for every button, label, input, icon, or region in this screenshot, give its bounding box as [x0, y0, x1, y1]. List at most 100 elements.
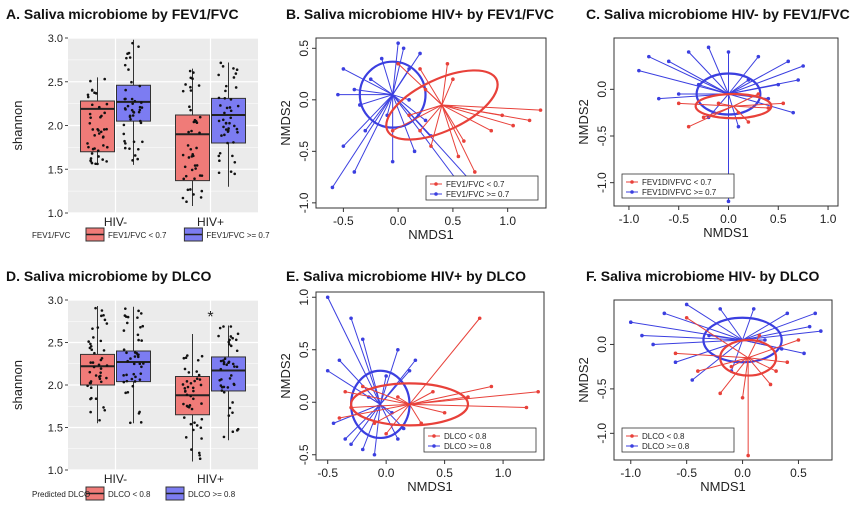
- data-point: [90, 396, 93, 400]
- data-point: [89, 79, 92, 83]
- data-point: [224, 128, 228, 131]
- data-point: [746, 453, 750, 458]
- data-point: [349, 316, 353, 321]
- x-tick-label: 1.0: [820, 212, 837, 226]
- spider-line: [708, 47, 729, 95]
- spider-line: [368, 396, 381, 405]
- y-tick-label: 0.5: [297, 341, 311, 358]
- x-axis-label: NMDS1: [407, 479, 453, 494]
- data-point: [217, 154, 221, 158]
- spider-line: [408, 104, 443, 116]
- data-point: [140, 365, 143, 369]
- data-point: [189, 422, 193, 426]
- data-point: [123, 97, 127, 101]
- y-tick-label: -0.5: [595, 125, 609, 146]
- data-point: [105, 376, 108, 380]
- data-point: [193, 118, 197, 122]
- data-point: [236, 104, 240, 108]
- data-point: [130, 80, 133, 84]
- data-point: [99, 374, 102, 378]
- data-point: [701, 115, 706, 120]
- data-point: [97, 155, 100, 158]
- data-point: [220, 134, 223, 137]
- data-point: [384, 374, 388, 378]
- data-point: [396, 41, 400, 45]
- y-axis-label: NMDS2: [576, 357, 591, 403]
- data-point: [98, 377, 102, 381]
- data-point: [349, 442, 353, 447]
- spider-line: [686, 317, 749, 359]
- data-point: [188, 105, 191, 109]
- data-point: [140, 339, 143, 342]
- data-point: [184, 174, 188, 178]
- spider-line: [441, 104, 465, 142]
- data-point: [221, 118, 225, 122]
- data-point: [233, 365, 236, 368]
- y-tick-label: -1.0: [595, 423, 609, 444]
- data-point: [221, 65, 225, 68]
- data-point: [102, 128, 106, 131]
- spider-line: [668, 60, 729, 95]
- data-point: [418, 67, 422, 71]
- data-point: [651, 342, 655, 347]
- x-tick-label: 0.5: [770, 212, 787, 226]
- data-point: [222, 435, 226, 439]
- spider-line: [351, 403, 410, 408]
- y-axis-label: shannon: [10, 360, 25, 410]
- spider-line: [441, 104, 492, 132]
- spider-line: [728, 93, 739, 127]
- data-point: [796, 338, 801, 342]
- plot-area: [325, 295, 540, 457]
- data-point: [122, 329, 126, 332]
- data-point: [88, 121, 92, 125]
- data-point: [131, 41, 134, 45]
- data-point: [218, 378, 222, 382]
- data-point: [412, 149, 417, 154]
- spider-line: [728, 84, 779, 95]
- spider-line: [392, 94, 410, 101]
- data-point: [473, 170, 477, 174]
- data-point: [101, 158, 104, 161]
- data-point: [228, 377, 232, 380]
- data-point: [132, 372, 136, 376]
- data-point: [225, 363, 229, 366]
- spider-line: [731, 357, 749, 368]
- data-point: [801, 64, 805, 68]
- data-point: [536, 389, 540, 394]
- y-tick-label: 1.0: [48, 465, 63, 477]
- data-point: [456, 154, 461, 159]
- legend-marker: [630, 180, 634, 184]
- spider-line: [364, 94, 394, 132]
- spider-line: [747, 357, 771, 385]
- box: [116, 350, 151, 383]
- data-point: [182, 416, 186, 419]
- data-point: [139, 325, 142, 329]
- data-point: [527, 118, 532, 123]
- y-tick-label: 0.5: [297, 40, 311, 57]
- spider-line: [441, 63, 448, 106]
- data-point: [136, 147, 140, 151]
- data-point: [105, 322, 109, 325]
- data-point: [98, 418, 101, 422]
- data-point: [363, 128, 368, 133]
- legend-label: FEV1/FVC < 0.7: [108, 231, 167, 240]
- data-point: [774, 369, 778, 373]
- data-point: [187, 156, 191, 159]
- spider-line: [379, 375, 387, 405]
- spider-line: [441, 79, 454, 106]
- significance-marker: *: [207, 309, 213, 326]
- data-point: [235, 349, 239, 353]
- data-point: [684, 302, 689, 307]
- spider-line: [332, 94, 394, 188]
- data-point: [222, 360, 226, 364]
- data-point: [131, 114, 135, 117]
- data-point: [236, 332, 240, 336]
- data-point: [231, 362, 235, 366]
- data-point: [341, 144, 346, 148]
- data-point: [126, 52, 129, 56]
- data-point: [122, 123, 126, 127]
- spider-line: [441, 104, 503, 116]
- data-point: [91, 327, 94, 330]
- data-point: [229, 374, 233, 377]
- data-point: [137, 338, 140, 342]
